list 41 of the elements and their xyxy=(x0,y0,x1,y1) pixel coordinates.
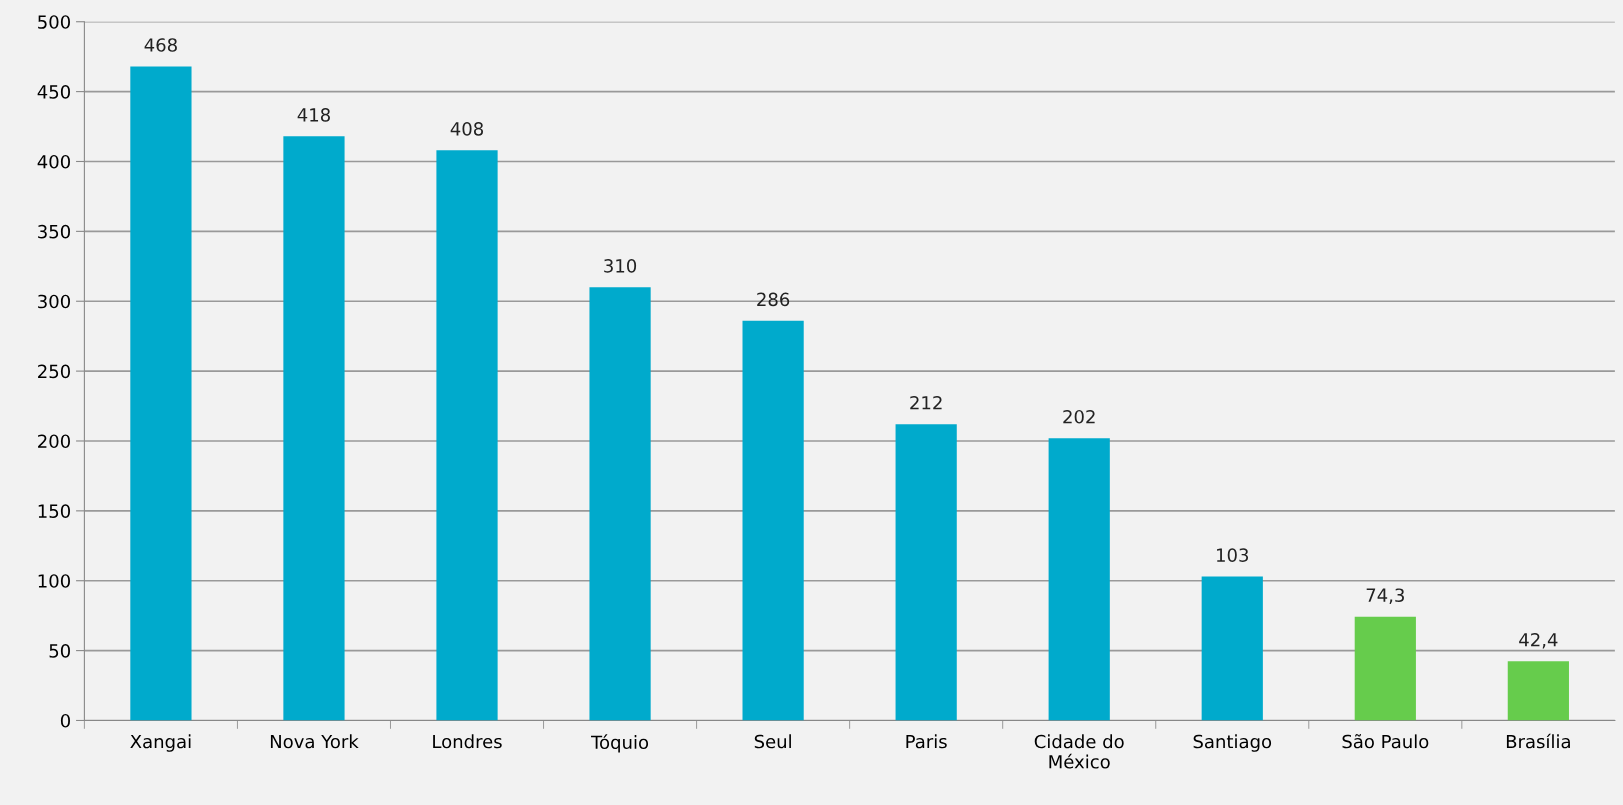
y-tick-label: 50 xyxy=(49,644,70,658)
bar xyxy=(130,66,192,721)
x-tick-label: São Paulo xyxy=(1342,734,1429,749)
y-tick-label: 250 xyxy=(38,364,70,379)
bar xyxy=(1507,661,1569,721)
x-tick-label: Seul xyxy=(754,734,791,749)
bar xyxy=(1048,438,1110,721)
bar xyxy=(895,424,957,721)
x-tick-label: Nova York xyxy=(270,734,359,749)
y-tick-label: 300 xyxy=(38,294,70,309)
x-tick-label: Cidade do México xyxy=(1034,734,1124,769)
data-label: 202 xyxy=(1063,409,1095,424)
data-label: 468 xyxy=(144,38,177,52)
y-tick-label: 150 xyxy=(38,504,70,518)
x-tick-label: Tóquio xyxy=(591,734,649,753)
bar xyxy=(283,136,345,721)
y-tick-label: 450 xyxy=(37,85,70,99)
data-label: 408 xyxy=(450,122,484,136)
bar xyxy=(436,150,498,721)
data-label: 418 xyxy=(297,108,330,122)
y-tick-label: 100 xyxy=(38,574,70,588)
data-label: 212 xyxy=(910,395,942,410)
x-tick-label: Xangai xyxy=(130,734,191,752)
y-tick-label: 350 xyxy=(38,224,70,239)
y-tick-label: 0 xyxy=(60,713,70,728)
bar xyxy=(1201,576,1263,721)
data-label: 42,4 xyxy=(1519,632,1558,649)
data-label: 103 xyxy=(1217,548,1249,562)
data-label: 286 xyxy=(757,292,790,307)
y-tick-label: 200 xyxy=(38,434,70,449)
bar xyxy=(589,287,651,721)
x-tick-label: Paris xyxy=(906,734,947,749)
bar xyxy=(742,320,804,721)
x-tick-label: Londres xyxy=(433,734,502,749)
data-label: 310 xyxy=(604,258,637,273)
y-tick-label: 400 xyxy=(37,154,70,169)
bar xyxy=(1354,616,1416,721)
x-tick-label: Santiago xyxy=(1193,734,1272,752)
data-label: 74,3 xyxy=(1366,588,1404,604)
x-tick-label: Brasília xyxy=(1506,733,1570,749)
y-tick-label: 500 xyxy=(38,15,70,29)
